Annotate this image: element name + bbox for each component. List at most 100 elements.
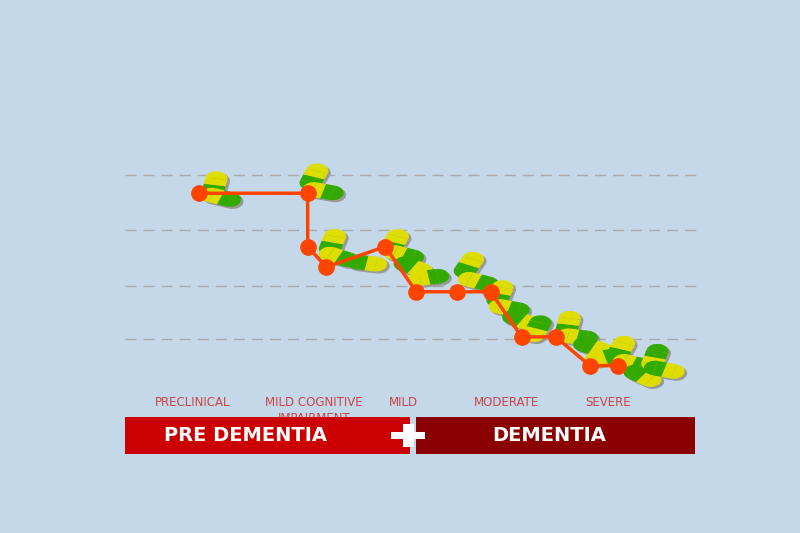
FancyBboxPatch shape [628,366,649,382]
FancyBboxPatch shape [630,368,651,384]
Wedge shape [673,366,687,381]
Text: MILD COGNITIVE
IMPAIRMENT: MILD COGNITIVE IMPAIRMENT [265,397,362,425]
FancyBboxPatch shape [458,256,483,268]
FancyBboxPatch shape [210,190,227,206]
FancyBboxPatch shape [644,349,668,359]
Wedge shape [644,374,662,387]
Wedge shape [342,253,358,267]
Bar [391,432,425,439]
FancyBboxPatch shape [381,240,405,251]
FancyBboxPatch shape [644,358,668,368]
FancyBboxPatch shape [334,250,352,266]
Wedge shape [597,343,613,357]
FancyBboxPatch shape [610,341,634,352]
Wedge shape [614,336,635,346]
Wedge shape [486,298,508,308]
Wedge shape [380,246,402,256]
FancyBboxPatch shape [417,270,430,286]
Wedge shape [454,268,475,278]
Wedge shape [387,229,409,239]
FancyBboxPatch shape [638,372,659,387]
FancyBboxPatch shape [593,350,608,366]
Wedge shape [489,300,510,309]
FancyBboxPatch shape [664,365,679,381]
Bar [402,424,414,447]
FancyBboxPatch shape [466,272,482,288]
Wedge shape [306,164,328,173]
FancyBboxPatch shape [630,357,646,373]
Wedge shape [515,303,530,317]
Wedge shape [585,330,598,345]
Wedge shape [411,252,426,266]
FancyBboxPatch shape [526,320,551,331]
Wedge shape [377,259,390,273]
FancyBboxPatch shape [358,257,371,272]
Wedge shape [587,333,601,348]
Wedge shape [606,353,628,362]
Wedge shape [396,259,413,272]
Wedge shape [609,354,630,365]
Text: SEVERE: SEVERE [586,397,631,409]
Wedge shape [346,255,359,269]
FancyBboxPatch shape [474,274,491,290]
FancyBboxPatch shape [632,359,649,375]
FancyBboxPatch shape [489,286,513,296]
Wedge shape [201,188,216,202]
Wedge shape [386,247,401,262]
FancyBboxPatch shape [602,349,618,365]
Wedge shape [204,192,226,201]
FancyBboxPatch shape [217,190,234,206]
Wedge shape [458,272,473,286]
FancyBboxPatch shape [454,262,479,274]
FancyBboxPatch shape [208,188,225,204]
FancyBboxPatch shape [566,328,579,344]
Wedge shape [670,364,685,379]
FancyBboxPatch shape [206,180,230,188]
Wedge shape [562,313,583,321]
Wedge shape [646,363,660,377]
FancyBboxPatch shape [652,361,667,377]
Wedge shape [202,190,224,199]
FancyBboxPatch shape [610,349,634,360]
Wedge shape [229,195,243,209]
FancyBboxPatch shape [337,252,354,268]
Wedge shape [573,337,589,351]
FancyBboxPatch shape [367,258,381,273]
FancyBboxPatch shape [365,256,378,271]
Wedge shape [527,319,543,333]
Wedge shape [438,271,452,286]
Wedge shape [614,350,628,365]
Wedge shape [585,352,599,367]
Wedge shape [616,338,638,348]
FancyBboxPatch shape [575,329,589,345]
Wedge shape [558,311,581,320]
FancyBboxPatch shape [620,354,637,370]
Text: DEMENTIA: DEMENTIA [493,426,606,445]
FancyBboxPatch shape [306,171,330,181]
FancyBboxPatch shape [468,274,485,290]
Wedge shape [649,346,671,355]
FancyBboxPatch shape [384,234,408,245]
Wedge shape [613,354,628,368]
Wedge shape [532,317,554,327]
Wedge shape [486,279,501,293]
Wedge shape [408,271,421,286]
FancyBboxPatch shape [320,184,335,200]
FancyBboxPatch shape [324,237,348,246]
FancyBboxPatch shape [579,338,598,354]
FancyBboxPatch shape [400,248,417,264]
Wedge shape [615,356,630,370]
FancyBboxPatch shape [326,247,343,263]
Wedge shape [461,274,475,288]
FancyBboxPatch shape [590,343,609,359]
FancyBboxPatch shape [654,363,670,379]
Wedge shape [558,332,580,340]
FancyBboxPatch shape [383,242,407,253]
Wedge shape [322,249,337,263]
Wedge shape [555,329,578,338]
FancyBboxPatch shape [429,271,442,287]
Wedge shape [638,359,654,373]
Wedge shape [463,252,484,262]
Wedge shape [524,317,541,331]
Bar [125,417,410,454]
